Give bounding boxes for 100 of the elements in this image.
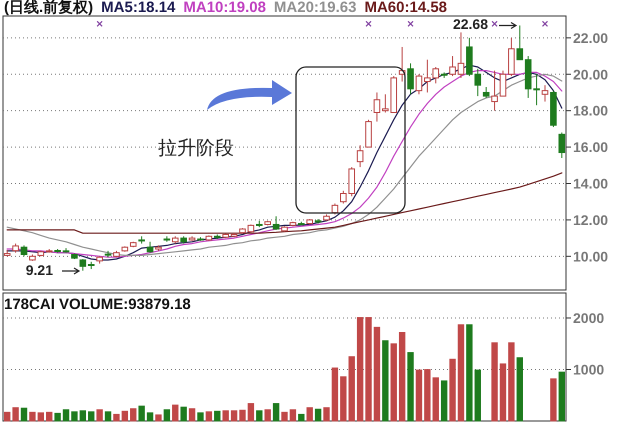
bar xyxy=(122,410,128,422)
bar xyxy=(332,368,338,422)
bar xyxy=(222,410,229,422)
annotation: 22.68 xyxy=(452,16,488,32)
bar xyxy=(474,370,481,422)
bar xyxy=(458,324,464,422)
candlestick xyxy=(340,190,347,204)
candlestick xyxy=(416,74,422,95)
candlestick xyxy=(80,258,86,272)
candlestick xyxy=(424,59,431,93)
y-tick-label: 10.00 xyxy=(573,248,608,264)
bar xyxy=(374,326,380,422)
bar xyxy=(71,411,78,422)
bar xyxy=(323,407,330,422)
candlestick xyxy=(20,244,28,257)
y-tick-label: 12.00 xyxy=(573,212,608,228)
bar xyxy=(398,332,406,422)
bar xyxy=(440,380,448,422)
bar xyxy=(466,324,473,422)
text: MA10:19.08 xyxy=(183,0,266,16)
candlestick xyxy=(356,144,364,168)
candlestick xyxy=(374,92,380,122)
bar xyxy=(164,409,170,422)
bar xyxy=(491,342,498,422)
y-tick-label: 1000 xyxy=(573,361,604,378)
bar xyxy=(80,410,86,422)
bar xyxy=(38,412,44,422)
bar xyxy=(314,408,322,422)
candlestick xyxy=(332,203,338,215)
candlestick xyxy=(558,132,566,159)
candlestick xyxy=(542,84,548,102)
bar xyxy=(206,411,212,422)
y-tick-label: 20.00 xyxy=(573,66,608,82)
candlestick xyxy=(432,66,440,84)
bar xyxy=(130,408,136,422)
y-tick-label: 14.00 xyxy=(573,175,608,192)
annotation: 9.21 xyxy=(26,262,54,278)
candlestick xyxy=(516,24,524,60)
candlestick xyxy=(12,243,19,254)
y-tick-label: 18.00 xyxy=(573,102,608,119)
candlestick xyxy=(474,68,482,97)
bar xyxy=(248,403,254,422)
bar xyxy=(416,370,422,422)
bar xyxy=(4,412,10,422)
bar xyxy=(256,410,262,422)
bar xyxy=(146,412,154,422)
bar xyxy=(20,408,28,422)
bar xyxy=(138,406,145,422)
bar xyxy=(54,412,61,422)
bar xyxy=(188,408,196,422)
bar xyxy=(180,406,187,422)
bar xyxy=(113,414,120,422)
bar xyxy=(306,407,313,422)
bar xyxy=(12,407,19,422)
bar xyxy=(214,410,220,422)
candlestick xyxy=(482,86,490,98)
bar xyxy=(197,412,204,422)
bar xyxy=(449,358,456,422)
candlestick xyxy=(382,94,389,113)
bar xyxy=(172,404,178,422)
bar xyxy=(264,409,271,422)
bar xyxy=(272,403,280,422)
bar xyxy=(281,412,288,422)
bar xyxy=(298,414,305,422)
bar xyxy=(155,414,162,422)
bar xyxy=(508,342,515,422)
bar xyxy=(500,363,506,422)
candlestick xyxy=(533,74,540,106)
bar xyxy=(29,412,36,422)
bar xyxy=(550,378,557,422)
text: MA20:19.63 xyxy=(274,0,356,16)
bar xyxy=(96,409,103,422)
bar xyxy=(558,372,565,422)
bar xyxy=(290,409,296,422)
y-tick-label: 16.00 xyxy=(573,139,608,156)
chart-title: 178CAI VOLUME:93879.18 xyxy=(4,296,191,313)
bar xyxy=(516,357,523,422)
bar xyxy=(356,317,364,422)
annotation: 拉升阶段 xyxy=(158,138,234,159)
bar xyxy=(340,376,347,422)
bar xyxy=(382,340,389,422)
bar xyxy=(432,377,439,422)
bar xyxy=(62,409,70,422)
bar xyxy=(230,410,238,422)
bar xyxy=(424,369,431,422)
text: MA60:14.58 xyxy=(364,0,448,16)
bar xyxy=(390,343,397,422)
candlestick xyxy=(272,216,280,230)
y-tick-label: 2000 xyxy=(573,310,604,326)
y-tick-label: 22.00 xyxy=(573,30,608,46)
bar xyxy=(46,412,52,422)
bar xyxy=(348,356,355,422)
bar xyxy=(104,411,112,422)
bar xyxy=(365,317,372,422)
line-series xyxy=(6,172,562,234)
bar xyxy=(88,411,94,422)
bar xyxy=(239,410,246,422)
bar xyxy=(407,352,414,422)
candlestick xyxy=(407,62,414,95)
text: MA5:18.14 xyxy=(101,0,176,16)
